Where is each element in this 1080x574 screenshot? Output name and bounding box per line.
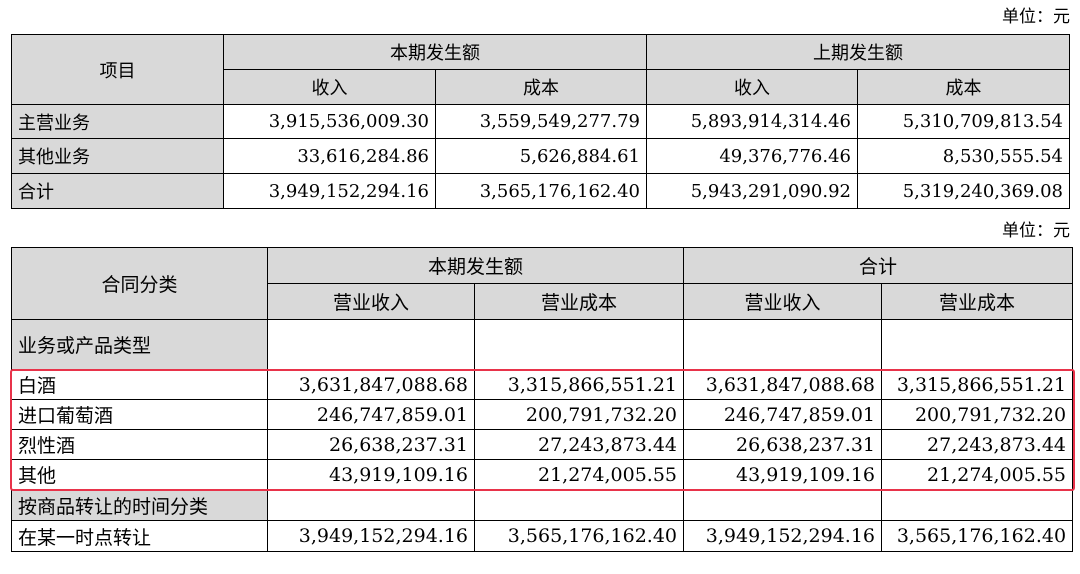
section-row: 按商品转让的时间分类 xyxy=(11,489,1074,521)
income-header: 收入 xyxy=(646,69,858,105)
cell-value: 3,315,866,551.21 xyxy=(473,369,685,400)
row-label: 合计 xyxy=(11,173,224,209)
section-row: 业务或产品类型 xyxy=(11,319,1074,370)
cell-value: 21,274,005.55 xyxy=(473,459,685,490)
current-period-header: 本期发生额 xyxy=(266,247,685,284)
cell-value: 5,626,884.61 xyxy=(435,138,647,174)
table-row: 白酒 3,631,847,088.68 3,315,866,551.21 3,6… xyxy=(11,369,1074,400)
row-label: 其他业务 xyxy=(11,138,224,174)
cell-value: 3,315,866,551.21 xyxy=(881,369,1074,400)
empty-cell xyxy=(473,319,685,370)
row-label: 白酒 xyxy=(11,369,268,400)
cell-value: 49,376,776.46 xyxy=(646,138,858,174)
cell-value: 26,638,237.31 xyxy=(267,429,475,460)
cell-value: 3,949,152,294.16 xyxy=(683,520,883,552)
cell-value: 246,747,859.01 xyxy=(683,399,883,430)
cost-header: 营业成本 xyxy=(881,283,1074,320)
cost-header: 成本 xyxy=(857,69,1070,105)
revenue-header: 营业收入 xyxy=(267,283,475,320)
table-row: 合计 3,949,152,294.16 3,565,176,162.40 5,9… xyxy=(11,173,1070,209)
total-header: 合计 xyxy=(683,247,1074,284)
empty-cell xyxy=(881,489,1074,521)
cell-value: 5,310,709,813.54 xyxy=(857,104,1070,139)
table-row: 进口葡萄酒 246,747,859.01 200,791,732.20 246,… xyxy=(11,399,1074,430)
empty-cell xyxy=(473,489,685,521)
cell-value: 3,559,549,277.79 xyxy=(435,104,647,139)
cell-value: 3,565,176,162.40 xyxy=(473,520,685,552)
cell-value: 27,243,873.44 xyxy=(473,429,685,460)
empty-cell xyxy=(267,489,475,521)
cell-value: 5,943,291,090.92 xyxy=(646,173,858,209)
cell-value: 3,565,176,162.40 xyxy=(881,520,1074,552)
cell-value: 21,274,005.55 xyxy=(881,459,1074,490)
empty-cell xyxy=(683,319,883,370)
cell-value: 200,791,732.20 xyxy=(881,399,1074,430)
cost-header: 营业成本 xyxy=(473,283,685,320)
income-header: 收入 xyxy=(223,69,436,105)
section-label: 按商品转让的时间分类 xyxy=(11,489,268,521)
cell-value: 3,915,536,009.30 xyxy=(223,104,436,139)
table-row: 其他 43,919,109.16 21,274,005.55 43,919,10… xyxy=(11,459,1074,490)
prior-period-header: 上期发生额 xyxy=(646,34,1070,70)
revenue-table: 项目 本期发生额 上期发生额 收入 成本 收入 成本 主营业务 3,915,53… xyxy=(11,34,1070,209)
table-row: 其他业务 33,616,284.86 5,626,884.61 49,376,7… xyxy=(11,138,1070,174)
cell-value: 43,919,109.16 xyxy=(267,459,475,490)
contract-class-header: 合同分类 xyxy=(11,247,268,320)
cell-value: 5,319,240,369.08 xyxy=(857,173,1070,209)
cell-value: 3,949,152,294.16 xyxy=(223,173,436,209)
cell-value: 3,565,176,162.40 xyxy=(435,173,647,209)
unit-label: 单位：元 xyxy=(1002,221,1070,241)
cell-value: 246,747,859.01 xyxy=(267,399,475,430)
empty-cell xyxy=(881,319,1074,370)
cell-value: 8,530,555.54 xyxy=(857,138,1070,174)
cell-value: 3,631,847,088.68 xyxy=(683,369,883,400)
section-label: 业务或产品类型 xyxy=(11,319,268,370)
table-row: 烈性酒 26,638,237.31 27,243,873.44 26,638,2… xyxy=(11,429,1074,460)
table-row: 在某一时点转让 3,949,152,294.16 3,565,176,162.4… xyxy=(11,520,1074,552)
row-label: 其他 xyxy=(11,459,268,490)
row-label: 烈性酒 xyxy=(11,429,268,460)
cell-value: 5,893,914,314.46 xyxy=(646,104,858,139)
unit-label: 单位：元 xyxy=(1002,7,1070,27)
empty-cell xyxy=(683,489,883,521)
revenue-header: 营业收入 xyxy=(683,283,883,320)
cell-value: 43,919,109.16 xyxy=(683,459,883,490)
cell-value: 27,243,873.44 xyxy=(881,429,1074,460)
cell-value: 33,616,284.86 xyxy=(223,138,436,174)
table-row: 主营业务 3,915,536,009.30 3,559,549,277.79 5… xyxy=(11,104,1070,139)
cell-value: 26,638,237.31 xyxy=(683,429,883,460)
cell-value: 3,631,847,088.68 xyxy=(267,369,475,400)
empty-cell xyxy=(267,319,475,370)
row-label: 主营业务 xyxy=(11,104,224,139)
item-header: 项目 xyxy=(11,34,224,105)
cell-value: 3,949,152,294.16 xyxy=(267,520,475,552)
current-period-header: 本期发生额 xyxy=(223,34,647,70)
row-label: 进口葡萄酒 xyxy=(11,399,268,430)
row-label: 在某一时点转让 xyxy=(11,520,268,552)
contract-classification-table: 合同分类 本期发生额 合计 营业收入 营业成本 营业收入 营业成本 业务或产品类… xyxy=(11,247,1074,552)
cell-value: 200,791,732.20 xyxy=(473,399,685,430)
cost-header: 成本 xyxy=(435,69,647,105)
